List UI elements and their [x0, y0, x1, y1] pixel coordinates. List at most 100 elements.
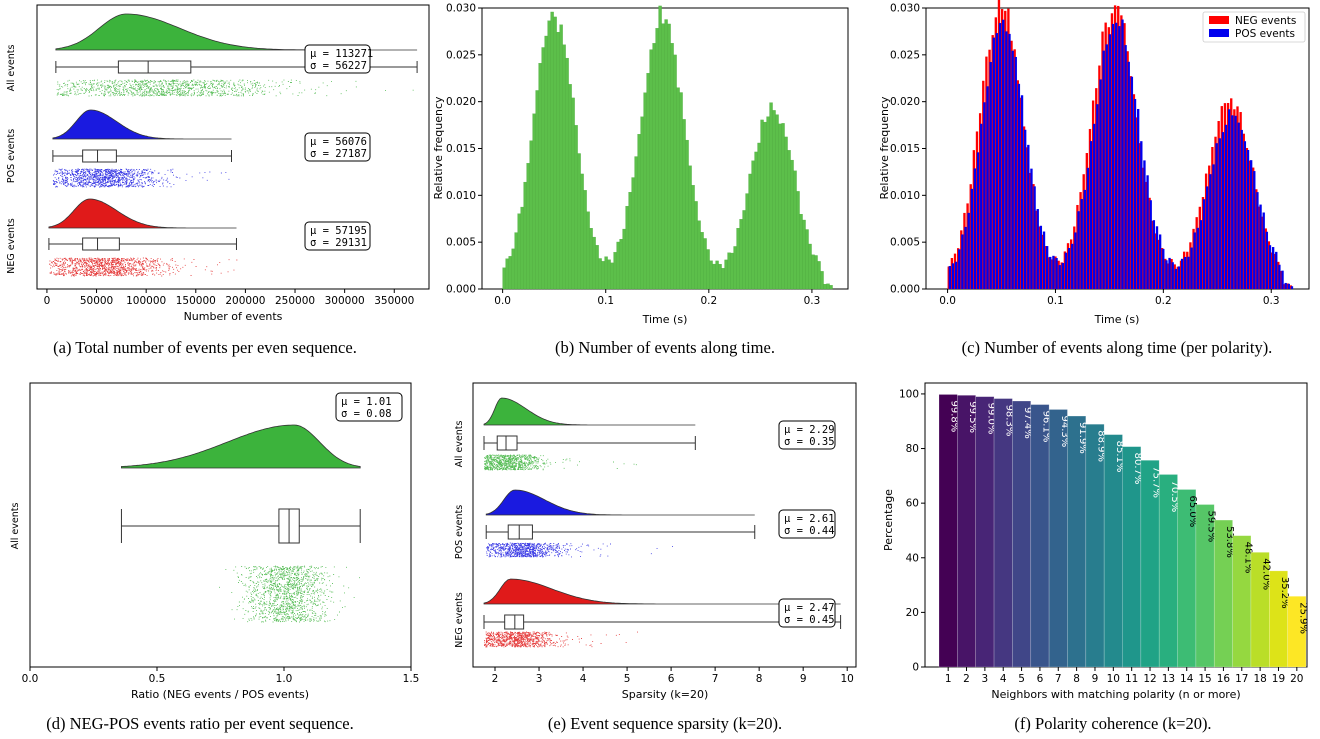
panel-f-caption: (f) Polarity coherence (k=20).	[1014, 714, 1211, 733]
panel-c-plot: 0.0 0.1 0.2 0.3 0.000 0.005 0.010 0.015 0.020 0.0…	[890, 0, 1306, 307]
b-plot-bar	[790, 159, 794, 290]
c-plot-bar	[1268, 245, 1272, 289]
c-plot-bar	[1077, 211, 1080, 289]
panel-c-legend-swatch-0	[1209, 16, 1229, 24]
a-plot-stat-mean-0: μ = 113271	[310, 48, 373, 60]
c-plot-bar	[1127, 61, 1130, 289]
b-plot-bar	[763, 121, 767, 290]
c-plot-bar	[1256, 192, 1259, 289]
e-plot-box-1	[507, 524, 533, 540]
b-plot-bar	[745, 193, 749, 290]
c-plot-bar	[983, 102, 986, 289]
e-plot-stat-sd-2: σ = 0.45	[784, 614, 835, 626]
a-plot-rain-0	[56, 79, 414, 97]
panel-f-bar-label-4: 98.3%	[1004, 405, 1015, 437]
c-plot-bar	[948, 266, 952, 289]
c-plot-ytick-label: 0.030	[890, 3, 920, 15]
b-plot-bar	[598, 258, 602, 290]
c-plot-bar	[992, 37, 995, 289]
c-plot-bar	[1020, 95, 1024, 290]
c-plot-bar	[1278, 264, 1281, 289]
c-plot-bar	[1275, 251, 1278, 289]
c-plot-bar	[1083, 189, 1086, 289]
panel-f-xtick-label: 13	[1162, 673, 1175, 685]
c-plot-bar	[1253, 171, 1256, 289]
c-plot-bar	[995, 33, 999, 289]
b-plot-bar	[727, 252, 731, 290]
b-plot-bar	[547, 20, 551, 290]
c-plot-bar	[1287, 283, 1290, 289]
panel-b-ylabel: Relative frequency	[432, 96, 445, 200]
b-plot-bar	[538, 63, 542, 290]
b-plot-bar	[652, 43, 656, 290]
panel-f-xtick-label: 7	[1055, 673, 1062, 685]
a-plot-group-label-1: POS events	[6, 129, 17, 183]
b-plot-bar	[541, 47, 545, 290]
b-plot-bar	[583, 190, 587, 290]
c-plot-bar	[1262, 212, 1265, 289]
c-plot-bar	[1152, 220, 1156, 289]
c-plot-bar	[1199, 220, 1203, 289]
panel-c: 0.0 0.1 0.2 0.3 0.000 0.005 0.010 0.015 0.020 0.0…	[878, 0, 1310, 357]
b-plot-ytick-label: 0.010	[446, 190, 476, 202]
f-plot-ytick-label: 0	[912, 662, 919, 674]
c-plot-bar	[1246, 149, 1250, 289]
b-plot-bar	[601, 261, 605, 290]
b-plot-bar	[667, 23, 671, 290]
d-plot-stat-sd-0: σ = 0.08	[341, 408, 392, 420]
c-plot-bar	[1096, 104, 1099, 290]
panel-f-xtick-label: 17	[1235, 673, 1248, 685]
c-plot-bar	[1184, 256, 1187, 289]
c-plot-ytick-label: 0.000	[890, 284, 920, 296]
a-plot-rain-2	[49, 257, 238, 277]
b-plot-bar	[820, 271, 824, 290]
f-plot-ytick-label: 100	[899, 388, 919, 400]
c-plot-bar	[1158, 234, 1162, 289]
c-plot-bar	[1231, 115, 1234, 289]
panel-f-xtick-label: 4	[1000, 673, 1007, 685]
c-plot-bar	[1249, 160, 1253, 289]
c-plot-bar	[1024, 129, 1027, 289]
panel-e: 2 3 4 5 6 7 8 9 10 All events μ = 2.29σ = 0.35 POS …	[454, 382, 857, 733]
c-plot-bar	[1033, 186, 1036, 289]
a-plot-xtick-label: 0	[44, 295, 51, 307]
c-plot-bar	[1030, 168, 1033, 289]
e-plot-stat-box-2	[778, 598, 836, 628]
c-plot-bar	[1221, 132, 1225, 289]
b-plot-xtick-label: 0.3	[804, 295, 821, 307]
b-plot-bar	[523, 181, 527, 290]
c-plot-bar	[998, 23, 1002, 290]
e-plot-stat-mean-1: μ = 2.61	[784, 513, 835, 525]
b-plot-bar	[634, 156, 638, 290]
b-plot-bar	[616, 241, 620, 290]
c-plot-bar	[1140, 141, 1143, 289]
c-plot-xtick-label: 0.1	[1047, 295, 1064, 307]
panel-e-plot: 2 3 4 5 6 7 8 9 10 All events μ = 2.29σ = 0.35 POS …	[454, 397, 854, 685]
e-plot-xtick-label: 7	[712, 673, 719, 685]
a-plot-kde-2	[48, 198, 237, 229]
panel-f-xtick-label: 15	[1198, 673, 1211, 685]
b-plot-bar	[526, 163, 530, 290]
c-plot-bar	[1121, 19, 1124, 290]
c-plot-xtick-label: 0.0	[939, 295, 956, 307]
c-plot-bar	[1174, 268, 1177, 289]
d-plot-kde-0	[120, 424, 361, 469]
a-plot-stat-mean-2: μ = 57195	[310, 225, 367, 237]
b-plot-bar	[604, 256, 608, 290]
b-plot-bar	[544, 35, 548, 290]
c-plot-bar	[1240, 129, 1243, 289]
b-plot-bar	[517, 213, 521, 290]
panel-f-xtick-label: 20	[1290, 673, 1303, 685]
a-plot-box-1	[82, 149, 117, 163]
c-plot-bar	[1002, 19, 1005, 290]
panel-f-xtick-label: 6	[1037, 673, 1044, 685]
b-plot-bar	[535, 90, 539, 290]
e-plot-rain-1	[486, 542, 673, 558]
b-plot-bar	[610, 262, 614, 290]
b-plot-bar	[574, 125, 578, 290]
b-plot-bar	[649, 49, 653, 290]
c-plot-bar	[1055, 258, 1058, 289]
d-plot-rain-0	[219, 565, 360, 623]
b-plot-bar	[724, 259, 728, 290]
c-plot-bar	[1209, 174, 1212, 289]
